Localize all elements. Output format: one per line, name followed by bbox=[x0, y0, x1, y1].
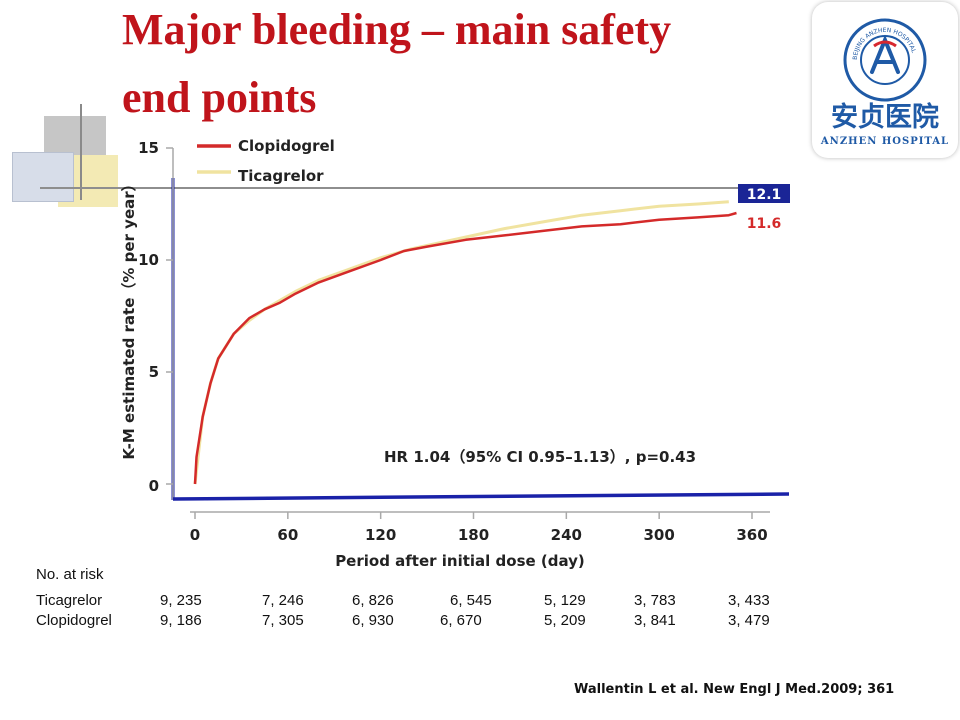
legend-label-clopidogrel: Clopidogrel bbox=[238, 137, 335, 155]
risk-cell: 6, 930 bbox=[352, 612, 394, 629]
risk-row-name: Ticagrelor bbox=[36, 592, 103, 609]
decor-line-vertical bbox=[80, 104, 82, 200]
x-axis-label: Period after initial dose (day) bbox=[335, 552, 585, 570]
risk-row-ticagrelor: Ticagrelor 9, 235 7, 246 6, 826 6, 545 5… bbox=[36, 592, 836, 612]
series-line-ticagrelor bbox=[193, 200, 729, 485]
risk-cell: 3, 479 bbox=[728, 612, 770, 629]
x-tick-label-300: 300 bbox=[644, 526, 675, 544]
decor-line-horizontal bbox=[40, 187, 790, 189]
hospital-logo: BEIJING ANZHEN HOSPITAL 安贞医院 ANZHEN HOSP… bbox=[812, 2, 958, 158]
risk-table-title: No. at risk bbox=[36, 566, 104, 583]
risk-cell: 5, 129 bbox=[544, 592, 586, 609]
x-tick-label-60: 60 bbox=[277, 526, 298, 544]
hazard-ratio-annotation: HR 1.04（95% CI 0.95–1.13）, p=0.43 bbox=[384, 448, 696, 466]
citation: Wallentin L et al. New Engl J Med.2009; … bbox=[574, 682, 895, 697]
svg-text:ANZHEN HOSPITAL: ANZHEN HOSPITAL bbox=[820, 136, 949, 147]
legend-label-ticagrelor: Ticagrelor bbox=[238, 167, 324, 185]
risk-cell: 9, 186 bbox=[160, 612, 202, 629]
end-label-ticagrelor: 12.1 bbox=[747, 187, 782, 203]
logo-emblem-icon: BEIJING ANZHEN HOSPITAL 安贞医院 ANZHEN HOSP… bbox=[820, 18, 949, 147]
risk-cell: 7, 246 bbox=[262, 592, 304, 609]
x-tick-label-0: 0 bbox=[190, 526, 200, 544]
y-tick-label-15: 15 bbox=[138, 139, 159, 157]
svg-text:安贞医院: 安贞医院 bbox=[831, 101, 939, 133]
slide-title-line2: end points bbox=[122, 73, 317, 122]
end-label-box-ticagrelor bbox=[738, 184, 790, 203]
risk-cell: 7, 305 bbox=[262, 612, 304, 629]
y-tick-label-5: 5 bbox=[149, 363, 159, 381]
risk-cell: 9, 235 bbox=[160, 592, 202, 609]
risk-row-clopidogrel: Clopidogrel 9, 186 7, 305 6, 930 6, 670 … bbox=[36, 612, 836, 632]
x-tick-label-360: 360 bbox=[736, 526, 767, 544]
x-tick-label-180: 180 bbox=[458, 526, 489, 544]
risk-cell: 3, 783 bbox=[634, 592, 676, 609]
risk-row-name: Clopidogrel bbox=[36, 612, 112, 629]
x-tick-label-120: 120 bbox=[365, 526, 396, 544]
y-tick-label-10: 10 bbox=[138, 251, 159, 269]
risk-cell: 6, 826 bbox=[352, 592, 394, 609]
y-axis-label: K-M estimated rate（% per year） bbox=[120, 176, 138, 459]
risk-cell: 3, 433 bbox=[728, 592, 770, 609]
risk-cell: 3, 841 bbox=[634, 612, 676, 629]
risk-cell: 6, 670 bbox=[440, 612, 482, 629]
x-tick-label-240: 240 bbox=[551, 526, 582, 544]
risk-cell: 5, 209 bbox=[544, 612, 586, 629]
x-axis-line bbox=[172, 492, 790, 501]
risk-cell: 6, 545 bbox=[450, 592, 492, 609]
series-line-clopidogrel bbox=[193, 211, 737, 485]
decor-square-blue bbox=[12, 152, 74, 202]
end-label-clopidogrel: 11.6 bbox=[747, 216, 782, 232]
slide-title-line1: Major bleeding – main safety bbox=[122, 5, 672, 54]
y-tick-label-0: 0 bbox=[149, 477, 159, 495]
